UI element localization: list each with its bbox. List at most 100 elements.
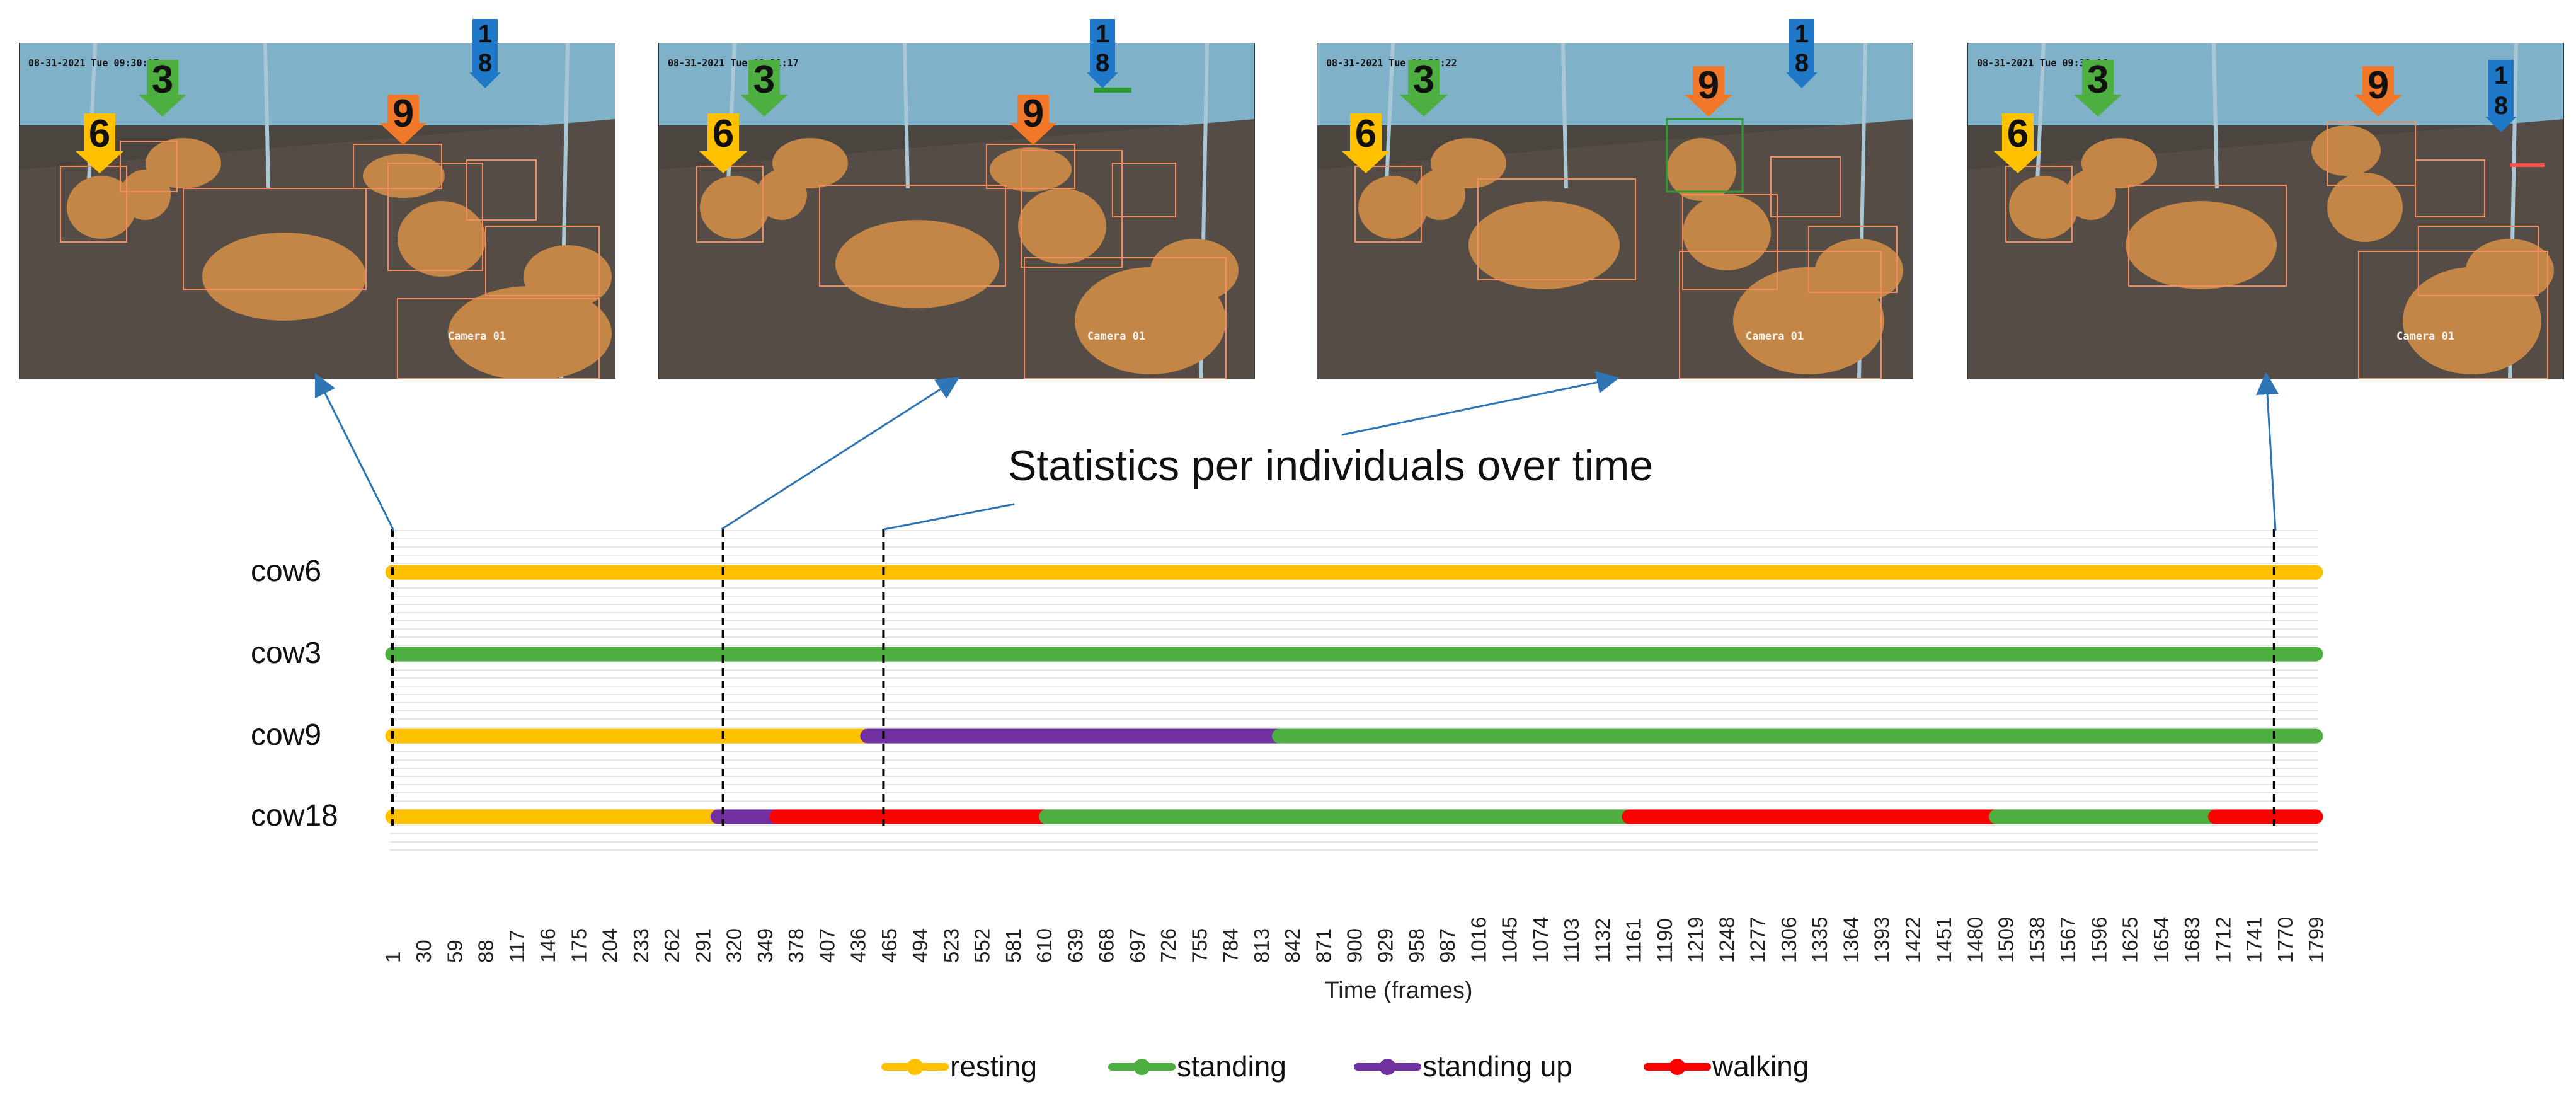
x-tick-label: 900 (1343, 928, 1366, 963)
legend-marker-walking (1669, 1059, 1686, 1075)
pen-scene-3 (1317, 43, 1913, 379)
legend-marker-resting (907, 1059, 924, 1075)
badge-cow6: 6 (1354, 112, 1377, 156)
x-tick-label: 1364 (1839, 917, 1862, 963)
x-tick-label: 639 (1063, 928, 1087, 963)
badge-cow18-digit1: 1 (1095, 20, 1110, 48)
badge-arrow-cow6 (1342, 113, 1390, 173)
badge-cow18-digit1: 1 (2493, 62, 2509, 89)
x-tick-label: 1480 (1963, 917, 1986, 963)
x-tick-label: 726 (1157, 928, 1180, 963)
legend-label-standing: standing (1177, 1050, 1286, 1083)
leader-line (883, 503, 1015, 531)
badge-arrow-cow18 (1087, 19, 1118, 88)
pen-scene-1 (20, 43, 615, 379)
legend-label-standing-up: standing up (1423, 1050, 1572, 1083)
x-tick-label: 1770 (2274, 917, 2297, 963)
camera-frame-1: 08-31-2021 Tue 09:30:07 Camera 01 (19, 43, 615, 379)
leader-arrow-frame-2 (721, 377, 960, 531)
badge-cow18-digit1: 1 (1794, 20, 1809, 48)
x-tick-label: 1161 (1622, 918, 1646, 963)
x-tick-label: 378 (784, 928, 808, 963)
x-tick-label: 842 (1281, 928, 1304, 963)
badge-arrow-cow3 (139, 60, 186, 117)
leader-arrow-frame-3 (1341, 371, 1620, 436)
badge-arrow-cow6 (699, 113, 747, 173)
camera-label: Camera 01 (448, 330, 507, 343)
badge-cow3: 3 (151, 58, 174, 101)
badge-cow3: 3 (1412, 58, 1435, 101)
badge-arrow-cow3 (740, 60, 788, 117)
chart-title: Statistics per individuals over time (1008, 442, 1654, 490)
badge-cow18-digit2: 8 (1095, 49, 1110, 77)
x-tick-label: 1799 (2304, 917, 2328, 963)
frame-timestamp: 08-31-2021 Tue 09:32:06 (1977, 57, 2108, 69)
x-tick-label: 1451 (1932, 917, 1955, 963)
camera-frame-3: 08-31-2021 Tue 09:31:22 Camera 01 (1317, 43, 1913, 379)
x-tick-label: 1596 (2087, 917, 2110, 963)
badge-cow3: 3 (2087, 58, 2109, 101)
x-tick-label: 1712 (2211, 917, 2235, 963)
camera-label: Camera 01 (1087, 330, 1146, 343)
x-tick-label: 30 (412, 940, 435, 963)
badge-cow3: 3 (753, 58, 776, 101)
legend-label-resting: resting (950, 1050, 1037, 1083)
x-tick-label: 1306 (1777, 917, 1800, 963)
badge-arrow-cow9 (1009, 95, 1057, 145)
badge-arrow-cow3 (2074, 60, 2122, 117)
x-tick-label: 1 (381, 952, 404, 963)
series-label-cow9: cow9 (251, 718, 321, 752)
legend-marker-standing-up (1379, 1059, 1396, 1075)
badge-arrow-cow18 (469, 19, 501, 88)
x-tick-label: 262 (660, 928, 684, 963)
badge-arrow-cow6 (76, 113, 123, 173)
x-tick-label: 1277 (1746, 917, 1770, 963)
x-tick-label: 1654 (2150, 917, 2173, 963)
pen-scene-4 (1968, 43, 2563, 379)
x-tick-label: 465 (878, 928, 901, 963)
x-tick-label: 1016 (1467, 917, 1490, 963)
x-tick-label: 1074 (1529, 917, 1552, 963)
legend-label-walking: walking (1712, 1050, 1809, 1083)
x-tick-label: 436 (847, 928, 870, 963)
x-tick-label: 1045 (1498, 917, 1521, 963)
series-label-cow18: cow18 (251, 799, 338, 832)
x-tick-label: 59 (443, 940, 466, 963)
badge-arrow-cow9 (2354, 66, 2402, 117)
camera-frame-4: 08-31-2021 Tue 09:32:06 Camera 01 (1967, 43, 2564, 379)
badge-cow18-digit2: 8 (478, 49, 493, 77)
x-tick-label: 1625 (2119, 917, 2142, 963)
x-tick-label: 407 (815, 928, 839, 963)
badge-arrow-cow18 (2485, 60, 2517, 132)
badge-arrow-cow18 (1786, 19, 1818, 88)
x-tick-label: 755 (1188, 928, 1211, 963)
x-tick-label: 813 (1250, 928, 1273, 963)
badge-arrow-cow3 (1400, 60, 1448, 117)
x-tick-label: 1509 (1995, 917, 2018, 963)
x-tick-label: 349 (753, 928, 777, 963)
x-tick-label: 697 (1126, 928, 1149, 963)
camera-label: Camera 01 (2396, 330, 2455, 343)
x-tick-label: 552 (971, 928, 994, 963)
badge-cow18-digit2: 8 (2493, 92, 2509, 120)
x-tick-label: 146 (536, 928, 559, 963)
camera-label: Camera 01 (1746, 330, 1804, 343)
x-tick-label: 204 (598, 928, 622, 963)
x-tick-label: 88 (474, 940, 498, 963)
badge-cow9: 9 (2367, 64, 2390, 107)
x-tick-label: 1219 (1684, 917, 1707, 963)
x-tick-label: 494 (908, 928, 932, 963)
x-tick-label: 784 (1219, 928, 1242, 963)
series-label-cow6: cow6 (251, 555, 321, 588)
badge-cow9: 9 (392, 92, 415, 135)
x-tick-label: 233 (629, 928, 653, 963)
badge-cow6: 6 (88, 112, 111, 156)
x-tick-label: 117 (505, 930, 529, 963)
x-tick-label: 1683 (2180, 917, 2204, 963)
badge-arrow-cow9 (1685, 66, 1732, 117)
x-tick-label: 1190 (1653, 918, 1676, 963)
x-tick-label: 1741 (2243, 917, 2266, 963)
x-tick-label: 1103 (1560, 918, 1583, 963)
x-tick-label: 610 (1033, 928, 1056, 963)
